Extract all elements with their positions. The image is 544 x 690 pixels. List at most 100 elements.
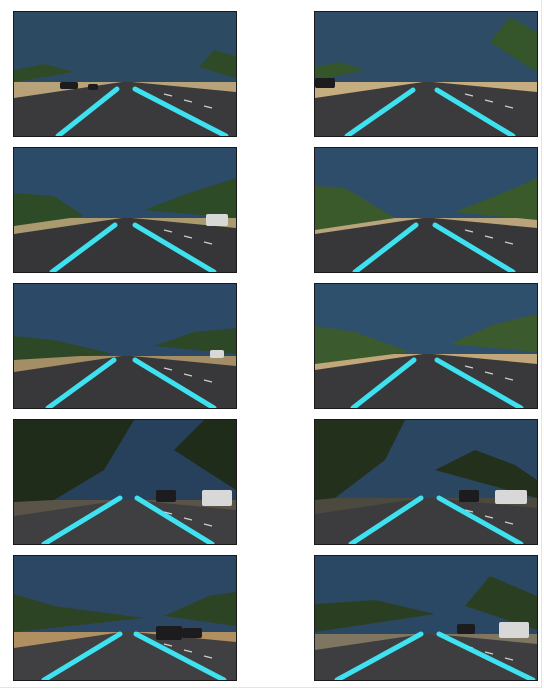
lane-marking <box>484 371 494 375</box>
lane-marking <box>484 235 494 239</box>
car <box>315 78 335 88</box>
left-lane-line <box>352 222 419 272</box>
lane-marking <box>504 241 514 245</box>
road-scene <box>14 284 236 408</box>
left-lane-line <box>41 495 123 544</box>
trees-left <box>14 594 144 632</box>
car <box>457 624 475 634</box>
left-lane-line <box>350 357 417 408</box>
lane-marking <box>484 515 494 519</box>
lane-marking <box>504 377 514 381</box>
trees-left <box>14 193 84 226</box>
right-lane-line <box>132 86 229 136</box>
trees-left <box>14 336 114 360</box>
trees-right <box>164 592 236 626</box>
left-lane-line <box>344 87 416 136</box>
car <box>210 350 224 358</box>
lane-marking <box>203 655 213 659</box>
lane-marking <box>484 99 494 103</box>
right-lane-line <box>434 87 516 136</box>
lane-marking <box>163 643 173 647</box>
trees-right <box>490 17 537 72</box>
trees-right <box>455 178 537 220</box>
trees-left <box>315 62 365 80</box>
right-lane-line <box>436 495 524 544</box>
left-lane-line <box>55 86 120 136</box>
lane-detection-frame-10 <box>314 555 538 681</box>
trees-right <box>144 178 236 218</box>
lane-marking <box>464 93 474 97</box>
lane-marking <box>163 511 173 515</box>
road-scene <box>315 12 537 136</box>
road <box>14 82 236 136</box>
road-scene <box>315 556 537 680</box>
car <box>495 490 527 504</box>
road-scene <box>315 284 537 408</box>
lane-marking <box>163 93 173 97</box>
lane-marking <box>203 241 213 245</box>
car <box>459 490 479 502</box>
car <box>88 84 98 90</box>
lane-detection-frame-6 <box>314 283 538 409</box>
road <box>14 500 236 544</box>
trees-left <box>14 420 134 502</box>
trees-right <box>465 576 537 630</box>
car <box>156 626 182 640</box>
left-lane-line <box>348 495 424 544</box>
lane-marking <box>484 651 494 655</box>
trees-left <box>315 326 410 364</box>
left-lane-line <box>334 631 424 680</box>
road-scene <box>14 12 236 136</box>
car <box>60 82 78 89</box>
trees-left <box>14 64 74 82</box>
lane-marking <box>504 657 514 661</box>
car <box>156 490 176 502</box>
right-lane-line <box>132 222 217 272</box>
road-scene <box>14 556 236 680</box>
left-lane-line <box>45 357 117 408</box>
lane-detection-frame-1 <box>13 11 237 137</box>
lane-detection-frame-2 <box>314 11 538 137</box>
trees-right <box>450 314 537 352</box>
lane-detection-frame-8 <box>314 419 538 545</box>
trees-right <box>435 450 537 498</box>
road <box>315 634 537 680</box>
right-lane-line <box>134 495 215 544</box>
left-lane-line <box>41 631 123 680</box>
right-lane-line <box>436 631 536 680</box>
lane-marking <box>183 373 193 377</box>
car <box>206 214 228 226</box>
road-scene <box>14 148 236 272</box>
lane-marking <box>183 235 193 239</box>
road-scene <box>14 420 236 544</box>
lane-marking <box>504 105 514 109</box>
lane-marking <box>203 379 213 383</box>
lane-detection-frame-3 <box>13 147 237 273</box>
lane-detection-frame-4 <box>314 147 538 273</box>
car <box>202 490 232 506</box>
car <box>499 622 529 638</box>
car <box>182 628 202 638</box>
right-lane-line <box>132 357 217 408</box>
trees-right <box>154 328 236 354</box>
lane-marking <box>203 523 213 527</box>
trees-right <box>174 420 236 490</box>
lane-marking <box>464 365 474 369</box>
lane-marking <box>163 229 173 233</box>
right-lane-line <box>432 222 516 272</box>
right-lane-line <box>434 357 524 408</box>
road-scene <box>315 148 537 272</box>
lane-marking <box>504 521 514 525</box>
lane-marking <box>183 99 193 103</box>
trees-left <box>315 600 435 632</box>
left-lane-line <box>49 222 118 272</box>
lane-marking <box>183 517 193 521</box>
lane-marking <box>464 229 474 233</box>
trees-left <box>315 186 395 230</box>
trees-right <box>199 50 236 78</box>
lane-marking <box>183 649 193 653</box>
lane-marking <box>163 367 173 371</box>
lane-detection-frame-7 <box>13 419 237 545</box>
road-scene <box>315 420 537 544</box>
